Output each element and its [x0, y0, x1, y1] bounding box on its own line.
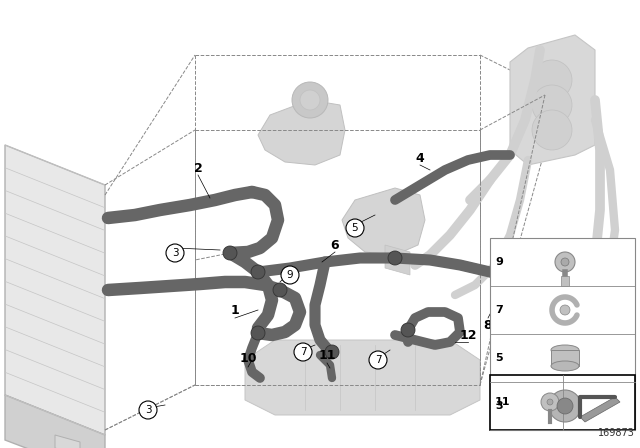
Text: 169873: 169873 — [598, 428, 635, 438]
Circle shape — [369, 351, 387, 369]
Circle shape — [251, 326, 265, 340]
Circle shape — [292, 82, 328, 118]
Circle shape — [281, 266, 299, 284]
Text: 1: 1 — [230, 303, 239, 316]
Circle shape — [294, 343, 312, 361]
Circle shape — [139, 401, 157, 419]
Text: 3: 3 — [172, 248, 179, 258]
Ellipse shape — [551, 361, 579, 371]
Text: 3: 3 — [495, 401, 502, 411]
Text: 9: 9 — [287, 270, 293, 280]
Circle shape — [166, 244, 184, 262]
Circle shape — [557, 398, 573, 414]
Text: 3: 3 — [145, 405, 151, 415]
Circle shape — [346, 219, 364, 237]
Text: 5: 5 — [495, 353, 502, 363]
Bar — [561, 276, 569, 286]
Circle shape — [532, 110, 572, 150]
Text: 9: 9 — [495, 257, 503, 267]
Text: 11: 11 — [318, 349, 336, 362]
Polygon shape — [342, 188, 425, 255]
Polygon shape — [5, 395, 105, 448]
Circle shape — [223, 246, 237, 260]
Circle shape — [532, 60, 572, 100]
Text: 6: 6 — [331, 238, 339, 251]
Bar — [490, 238, 635, 430]
Circle shape — [549, 390, 581, 422]
Text: 8: 8 — [484, 319, 492, 332]
Bar — [551, 350, 579, 366]
Polygon shape — [245, 340, 480, 415]
Circle shape — [541, 393, 559, 411]
Polygon shape — [258, 100, 345, 165]
Polygon shape — [580, 397, 620, 422]
Bar — [490, 375, 635, 430]
Text: 4: 4 — [415, 151, 424, 164]
Circle shape — [560, 305, 570, 315]
Text: 10: 10 — [239, 352, 257, 365]
Circle shape — [555, 252, 575, 272]
Text: 7: 7 — [495, 305, 503, 315]
Polygon shape — [5, 145, 105, 435]
Circle shape — [388, 251, 402, 265]
Text: 7: 7 — [374, 355, 381, 365]
Text: 2: 2 — [194, 161, 202, 175]
Circle shape — [273, 283, 287, 297]
Circle shape — [325, 345, 339, 359]
Text: 12: 12 — [460, 328, 477, 341]
Circle shape — [300, 90, 320, 110]
Circle shape — [573, 283, 587, 297]
Circle shape — [251, 265, 265, 279]
Circle shape — [401, 323, 415, 337]
Polygon shape — [55, 435, 80, 448]
Text: 11: 11 — [495, 397, 511, 407]
Circle shape — [532, 85, 572, 125]
Text: 5: 5 — [352, 223, 358, 233]
Circle shape — [547, 399, 553, 405]
Text: 7: 7 — [300, 347, 307, 357]
Polygon shape — [510, 35, 595, 165]
Polygon shape — [385, 245, 410, 275]
Circle shape — [561, 258, 569, 266]
Ellipse shape — [551, 345, 579, 355]
